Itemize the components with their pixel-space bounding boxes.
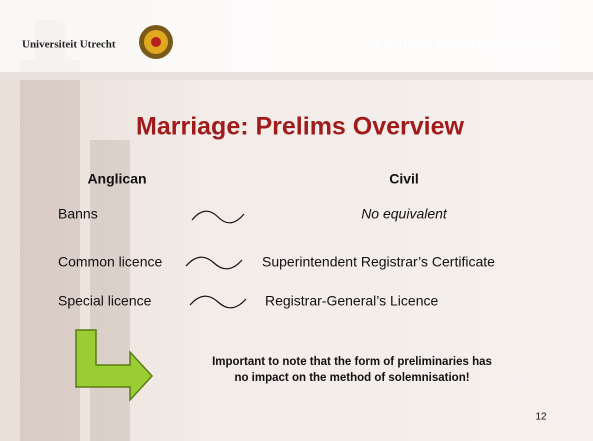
- anglican-item: Special licence: [58, 293, 152, 309]
- note-line: Important to note that the form of preli…: [212, 356, 492, 368]
- page-number: 12: [535, 412, 547, 423]
- university-name: Universiteit Utrecht: [22, 39, 116, 51]
- header-band: [0, 0, 593, 78]
- anglican-item: Banns: [58, 206, 98, 222]
- note-line: no impact on the method of solemnisation…: [234, 372, 469, 384]
- civil-item: Registrar-General’s Licence: [265, 293, 438, 309]
- civil-item: Superintendent Registrar’s Certificate: [262, 254, 495, 270]
- slide-title: Marriage: Prelims Overview: [136, 113, 464, 141]
- column-heading: Civil: [389, 171, 419, 187]
- cathedral-image: [20, 20, 130, 441]
- header-divider: [0, 72, 593, 80]
- arrow-icon: [75, 329, 154, 402]
- faculty-name: Faculteit Rechtsgeleerdheid: [375, 36, 562, 52]
- university-logo: [139, 25, 173, 59]
- equivalence-sign: [185, 256, 243, 270]
- anglican-item: Common licence: [58, 254, 162, 270]
- civil-item: No equivalent: [361, 206, 448, 222]
- column-heading: Anglican: [87, 171, 146, 187]
- equivalence-sign: [189, 295, 247, 309]
- equivalence-sign: [191, 210, 245, 224]
